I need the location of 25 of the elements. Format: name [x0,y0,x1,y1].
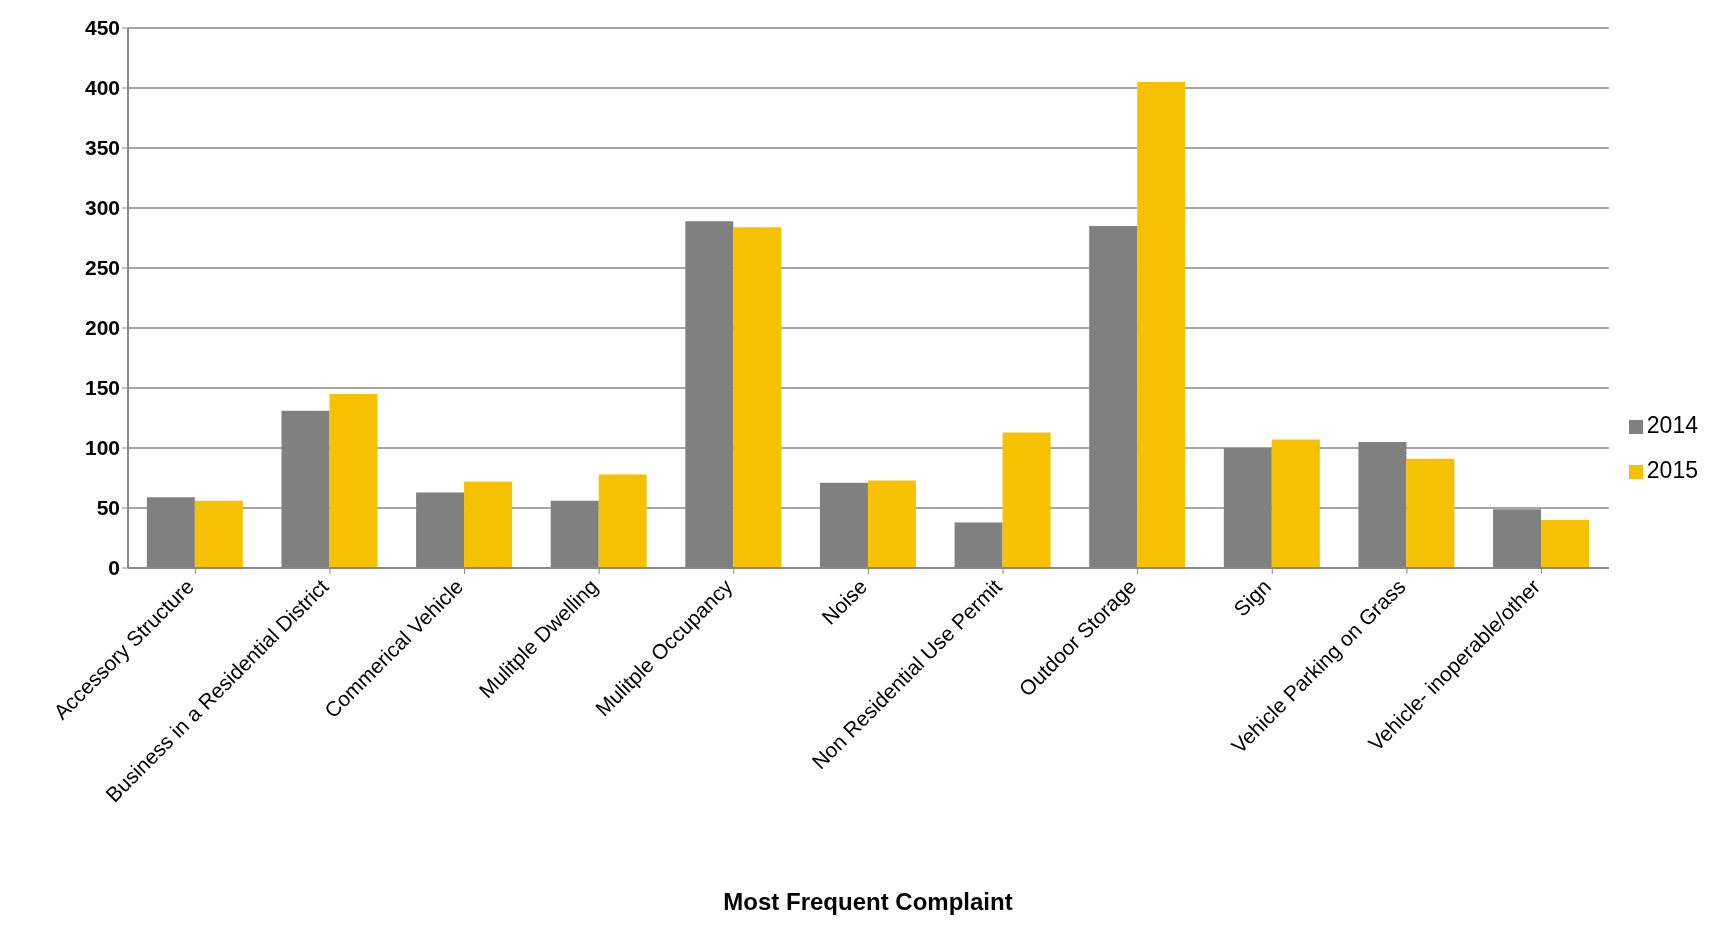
bar [1406,458,1455,568]
bar [598,474,647,568]
bar [867,480,916,568]
legend-label: 2014 [1646,412,1698,438]
bar [1271,439,1320,568]
x-tick-label: Sign [1229,574,1276,621]
y-tick-label: 300 [84,196,120,220]
y-tick-label: 100 [84,436,120,460]
y-tick-label: 450 [84,16,120,40]
bar [194,500,243,568]
y-tick-label: 350 [84,136,120,160]
bar [464,481,513,568]
bar [733,227,782,568]
y-tick-label: 50 [96,496,120,520]
y-tick-label: 250 [84,256,120,280]
y-tick-label: 0 [108,556,120,580]
legend-label: 2015 [1646,457,1698,483]
y-tick-label: 200 [84,316,120,340]
x-axis-title: Most Frequent Complaint [722,888,1014,916]
bar [329,394,378,568]
bar [1541,520,1590,568]
y-tick-label: 150 [84,376,120,400]
y-tick-label: 400 [84,76,120,100]
bar [1002,432,1051,568]
bar [1137,82,1186,568]
